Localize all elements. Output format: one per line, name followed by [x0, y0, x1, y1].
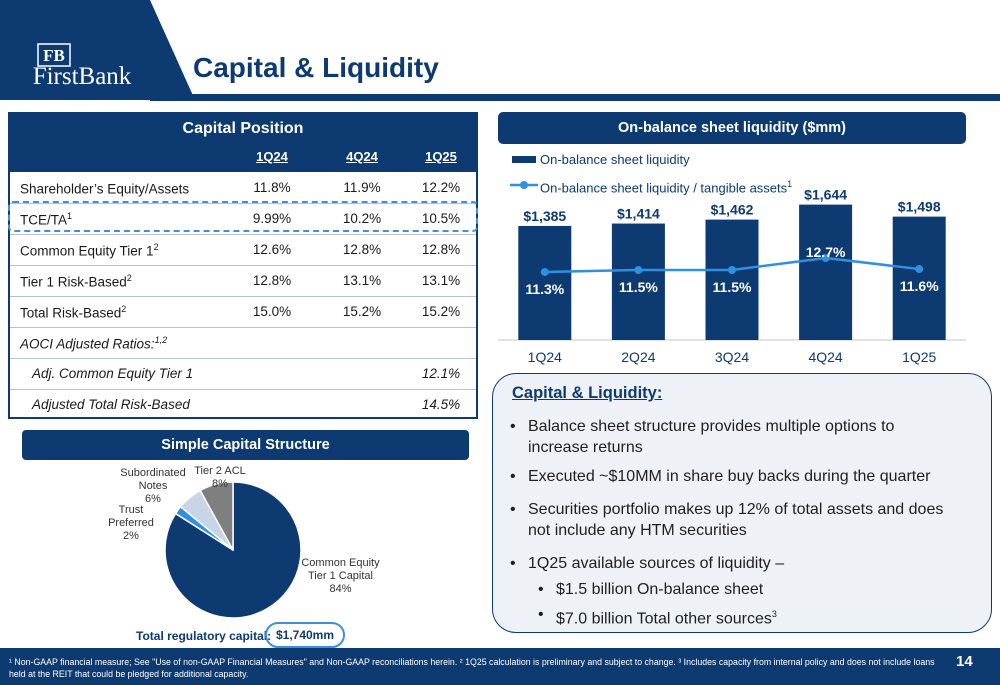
table-row: TCE/TA1 9.99% 10.2% 10.5% — [10, 204, 476, 235]
capital-liquidity-box — [492, 373, 992, 633]
x-tick-label: 1Q24 — [528, 349, 562, 365]
page-title: Capital & Liquidity — [193, 52, 439, 83]
cell-value: 13.1% — [342, 273, 382, 288]
cell-value: 10.2% — [342, 211, 382, 226]
table-row: Common Equity Tier 12 12.6% 12.8% 12.8% — [10, 235, 476, 266]
ratio-value-label: 12.7% — [806, 244, 846, 260]
cell-value: 15.2% — [342, 304, 382, 319]
pie-label-cet1: Common Equity Tier 1 Capital 84% — [301, 557, 380, 595]
bullet-item: • Executed ~$10MM in share buy backs duri… — [510, 468, 931, 485]
pie-label-tier2-acl: Tier 2 ACL 8% — [194, 465, 246, 490]
legend-swatch-bar — [512, 156, 536, 163]
footnote: ¹ Non-GAAP financial measure; See "Use o… — [9, 657, 935, 679]
sub-bullet-item: • $1.5 billion On-balance sheet — [538, 581, 764, 598]
x-tick-label: 4Q24 — [808, 349, 842, 365]
cell-value: 12.2% — [421, 180, 461, 195]
bar-value-label: $1,414 — [617, 206, 660, 222]
cell-value: 15.2% — [421, 304, 461, 319]
table-row: Adj. Common Equity Tier 1 12.1% — [10, 359, 476, 390]
cell-value: 12.6% — [252, 242, 292, 257]
logo-monogram: FB — [43, 46, 65, 65]
row-label: TCE/TA1 — [20, 211, 73, 228]
cell-value: 10.5% — [421, 211, 461, 226]
table-row: AOCI Adjusted Ratios:1,2 — [10, 328, 476, 359]
cell-value: 9.99% — [252, 211, 292, 226]
ratio-value-label: 11.5% — [713, 279, 752, 295]
legend-label-liquidity: On-balance sheet liquidity — [540, 152, 690, 167]
capital-position-header: Capital Position — [10, 114, 476, 144]
x-tick-label: 1Q25 — [902, 349, 936, 365]
liquidity-bar — [705, 219, 759, 340]
cell-value: 12.8% — [252, 273, 292, 288]
cell-value: 12.1% — [421, 366, 461, 381]
table-row: Total Risk-Based2 15.0% 15.2% 15.2% — [10, 297, 476, 328]
pie-slice — [199, 481, 234, 551]
ratio-point — [540, 268, 549, 276]
cell-value: 14.5% — [421, 397, 461, 412]
table-row: Tier 1 Risk-Based2 12.8% 13.1% 13.1% — [10, 266, 476, 297]
bar-value-label: $1,498 — [898, 199, 941, 215]
pie-label-subordinated-notes: Subordinated Notes 6% — [120, 467, 186, 505]
row-label: Total Risk-Based2 — [20, 304, 127, 321]
cell-value: 15.0% — [252, 304, 292, 319]
bullet-item: • Balance sheet structure provides multip… — [510, 418, 895, 456]
page-number: 14 — [956, 653, 973, 670]
col-header-4q24: 4Q24 — [346, 149, 378, 164]
footer-bar — [0, 648, 1000, 685]
sub-bullet-item: • $7.0 billion Total other sources3 — [538, 606, 777, 628]
total-capital-value: $1,740mm — [265, 622, 345, 648]
row-label: Shareholder’s Equity/Assets — [20, 181, 190, 197]
table-row: Adjusted Total Risk-Based 14.5% — [10, 390, 476, 420]
capital-pie-chart — [164, 481, 302, 619]
liquidity-chart-header: On-balance sheet liquidity ($mm) — [498, 112, 966, 144]
ratio-point — [915, 265, 924, 273]
capital-liquidity-title: Capital & Liquidity: — [512, 384, 663, 402]
liquidity-bar — [799, 204, 853, 340]
cell-value: 13.1% — [421, 273, 461, 288]
ratio-value-label: 11.3% — [525, 281, 564, 297]
bar-value-label: $1,385 — [523, 208, 566, 224]
row-label: Adjusted Total Risk-Based — [32, 397, 190, 412]
x-tick-label: 3Q24 — [715, 349, 749, 365]
row-label: Common Equity Tier 12 — [20, 242, 159, 259]
pie-label-trust-preferred: Trust Preferred 2% — [108, 504, 154, 542]
liquidity-bar — [518, 225, 572, 340]
row-label: Adj. Common Equity Tier 1 — [32, 366, 194, 381]
table-row: Shareholder’s Equity/Assets 11.8% 11.9% … — [10, 173, 476, 204]
simple-capital-structure-header: Simple Capital Structure — [22, 430, 469, 460]
ratio-point — [821, 254, 830, 262]
x-tick-label: 2Q24 — [621, 349, 655, 365]
cell-value: 12.8% — [342, 242, 382, 257]
ratio-value-label: 11.6% — [900, 278, 939, 294]
ratio-point — [634, 266, 643, 274]
logo-panel: FB FirstBank — [0, 0, 195, 100]
cell-value: 11.9% — [343, 180, 381, 195]
bar-value-label: $1,462 — [711, 202, 754, 218]
capital-position-table: Capital Position 1Q24 4Q24 1Q25 Sharehol… — [8, 112, 478, 419]
bar-value-label: $1,644 — [804, 190, 847, 203]
total-capital-label: Total regulatory capital: — [136, 629, 272, 643]
row-label: Tier 1 Risk-Based2 — [20, 273, 132, 290]
bullet-item: • Securities portfolio makes up 12% of to… — [510, 501, 944, 539]
liquidity-bar — [892, 216, 946, 340]
logo-wordmark: FirstBank — [33, 63, 132, 90]
liquidity-bar — [611, 223, 665, 340]
header-rule — [150, 94, 1000, 101]
liquidity-chart: $1,385 1Q24 $1,414 2Q24 $1,462 3Q24 $1,644 4Q24… — [498, 190, 966, 365]
ratio-value-label: 11.5% — [619, 279, 658, 295]
tce-ta-highlight — [8, 201, 478, 232]
legend-label-ratio: On-balance sheet liquidity / tangible as… — [540, 179, 793, 196]
legend-swatch-line — [510, 181, 538, 189]
cell-value: 12.8% — [421, 242, 461, 257]
row-label: AOCI Adjusted Ratios:1,2 — [20, 335, 168, 352]
bullet-item: • 1Q25 available sources of liquidity – — [510, 555, 785, 572]
cell-value: 11.8% — [253, 180, 291, 195]
col-header-1q25: 1Q25 — [425, 149, 457, 164]
col-header-1q24: 1Q24 — [256, 149, 288, 164]
column-headers: 1Q24 4Q24 1Q25 — [10, 144, 476, 172]
ratio-point — [728, 266, 736, 274]
